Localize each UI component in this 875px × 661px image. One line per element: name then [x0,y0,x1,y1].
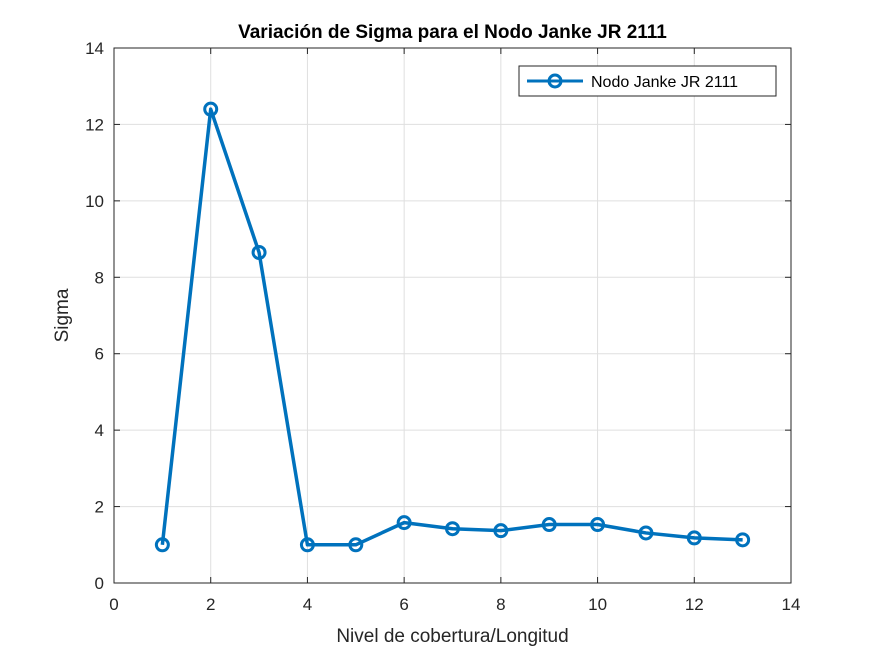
x-tick-label: 10 [588,595,607,614]
grid [113,47,792,584]
y-tick-label: 14 [85,39,104,58]
data-point [686,530,702,546]
data-point [154,537,170,553]
y-tick-label: 4 [95,421,104,440]
y-tick-label: 10 [85,192,104,211]
legend-marker-icon [547,73,563,89]
data-point [493,523,509,539]
data-point [348,537,364,553]
legend-label: Nodo Janke JR 2111 [591,74,738,91]
data-point [299,537,315,553]
y-tick-label: 12 [85,115,104,134]
data-point [396,515,412,531]
data-point [203,101,219,117]
data-point [638,525,654,541]
legend-box [518,65,777,97]
x-tick-label: 6 [399,595,408,614]
chart-title: Variación de Sigma para el Nodo Janke JR… [238,22,667,43]
x-tick-label: 12 [685,595,704,614]
data-point [541,517,557,533]
x-tick-label: 4 [303,595,312,614]
plot-area [113,47,792,584]
x-tick-label: 8 [496,595,505,614]
legend: Nodo Janke JR 2111 [518,65,777,97]
x-tick-label: 14 [782,595,801,614]
y-tick-label: 8 [95,268,104,287]
data-point [590,517,606,533]
axis-ticks: 0 2 4 6 8 10 12 14 0 2 4 6 8 10 12 14 [85,39,800,614]
data-point [251,244,267,260]
x-tick-label: 2 [206,595,215,614]
y-axis-label: Sigma [52,288,73,342]
data-point [735,532,751,548]
series-line [160,107,743,547]
x-axis-label: Nivel de cobertura/Longitud [336,626,568,647]
y-tick-label: 6 [95,345,104,364]
series-layer [154,101,751,553]
y-tick-label: 2 [95,498,104,517]
data-point [445,521,460,537]
x-tick-label: 0 [109,595,118,614]
y-tick-label: 0 [95,574,104,593]
